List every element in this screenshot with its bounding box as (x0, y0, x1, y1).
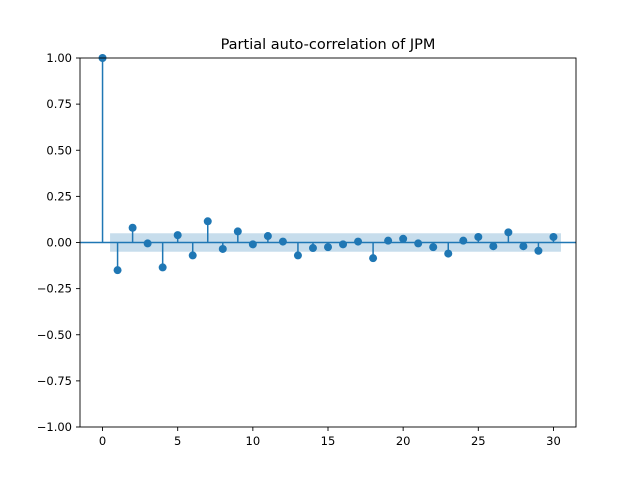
data-point-20 (399, 234, 408, 243)
x-tick-label: 15 (321, 434, 336, 448)
x-tick-label: 30 (546, 434, 561, 448)
data-point-30 (549, 232, 558, 241)
x-tick-label: 20 (396, 434, 411, 448)
data-point-28 (519, 242, 528, 251)
data-point-6 (188, 251, 197, 260)
data-point-26 (489, 242, 498, 251)
data-point-21 (414, 239, 423, 248)
data-point-7 (203, 217, 212, 226)
data-point-25 (474, 232, 483, 241)
data-point-29 (534, 246, 543, 255)
data-point-4 (158, 263, 167, 272)
data-point-8 (218, 244, 227, 253)
data-point-18 (369, 254, 378, 263)
data-point-9 (233, 227, 242, 236)
y-tick-label: 0.75 (46, 97, 72, 111)
y-tick-label: 0.50 (46, 143, 72, 157)
data-point-23 (444, 249, 453, 258)
y-tick-label: −0.75 (37, 374, 72, 388)
data-point-24 (459, 236, 468, 245)
data-point-22 (429, 243, 438, 252)
data-point-5 (173, 231, 182, 240)
y-tick-label: −0.50 (37, 328, 72, 342)
x-tick-label: 25 (471, 434, 486, 448)
y-tick-label: 0.00 (46, 236, 72, 250)
plot-area: 0 5 10 15 20 25 30 −1.00 −0.75 −0.50 −0.25 0.00 0.25… (37, 51, 577, 448)
data-point-14 (308, 244, 317, 253)
data-point-16 (339, 240, 348, 249)
y-tick-label: 0.25 (46, 189, 72, 203)
data-point-17 (354, 237, 363, 246)
data-point-19 (384, 236, 393, 245)
data-point-27 (504, 228, 513, 237)
data-point-12 (278, 237, 287, 246)
data-point-3 (143, 239, 152, 248)
x-tick-label: 5 (174, 434, 181, 448)
x-tick-label: 10 (246, 434, 261, 448)
y-tick-label: 1.00 (46, 51, 72, 65)
data-point-13 (293, 251, 302, 260)
data-point-11 (263, 232, 272, 241)
data-point-2 (128, 223, 137, 232)
x-tick-label: 0 (99, 434, 106, 448)
y-tick-label: −0.25 (37, 282, 72, 296)
data-point-1 (113, 266, 122, 275)
data-point-15 (324, 243, 332, 252)
y-tick-label: −1.00 (37, 420, 72, 434)
chart-title: Partial auto-correlation of JPM (221, 37, 436, 53)
data-point-10 (248, 240, 257, 249)
